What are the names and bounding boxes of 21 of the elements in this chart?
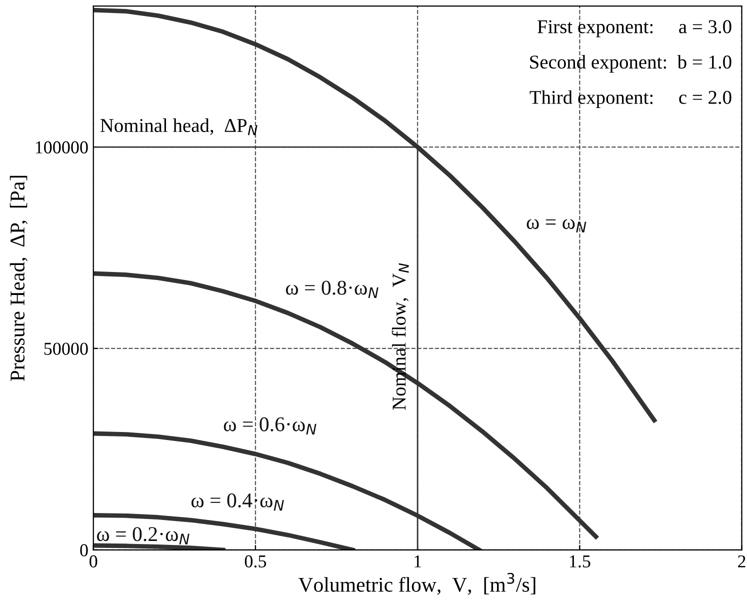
y-tick-label: 0 [80,544,88,556]
series-label: ω = 0.4·ω$_{N}$ [191,493,284,511]
y-tick-label: 50000 [44,342,88,355]
ref-line-label: Nominal head, ΔP$_{N}$ [100,118,258,136]
annotation: First exponent: a = 3.0 [537,20,732,38]
ref-line-label: Nominal flow, V$_{N}$ [392,263,409,410]
x-tick-label: 0.5 [244,555,266,568]
x-tick-label: 0 [90,555,98,568]
x-axis-title: Volumetric flow, V, [m$^{3}$/s] [298,572,536,595]
annotation: Third exponent: c = 2.0 [530,90,732,108]
y-tick-label: 100000 [36,141,88,154]
line-series [93,513,355,550]
series-label: ω = 0.8·ω$_{N}$ [286,280,378,298]
x-tick-label: 1 [414,555,422,568]
x-tick-label: 1.5 [570,555,590,568]
series-label: ω = 0.2·ω$_{N}$ [96,527,190,544]
series-label: ω = ω$_{N}$ [526,219,586,232]
annotation: Second exponent: b = 1.0 [530,54,732,73]
y-axis-title: Pressure Head, ΔP, [Pa] [10,176,28,381]
series-label: ω = 0.6·ω$_{N}$ [224,417,316,435]
x-tick-label: 2 [738,555,746,568]
